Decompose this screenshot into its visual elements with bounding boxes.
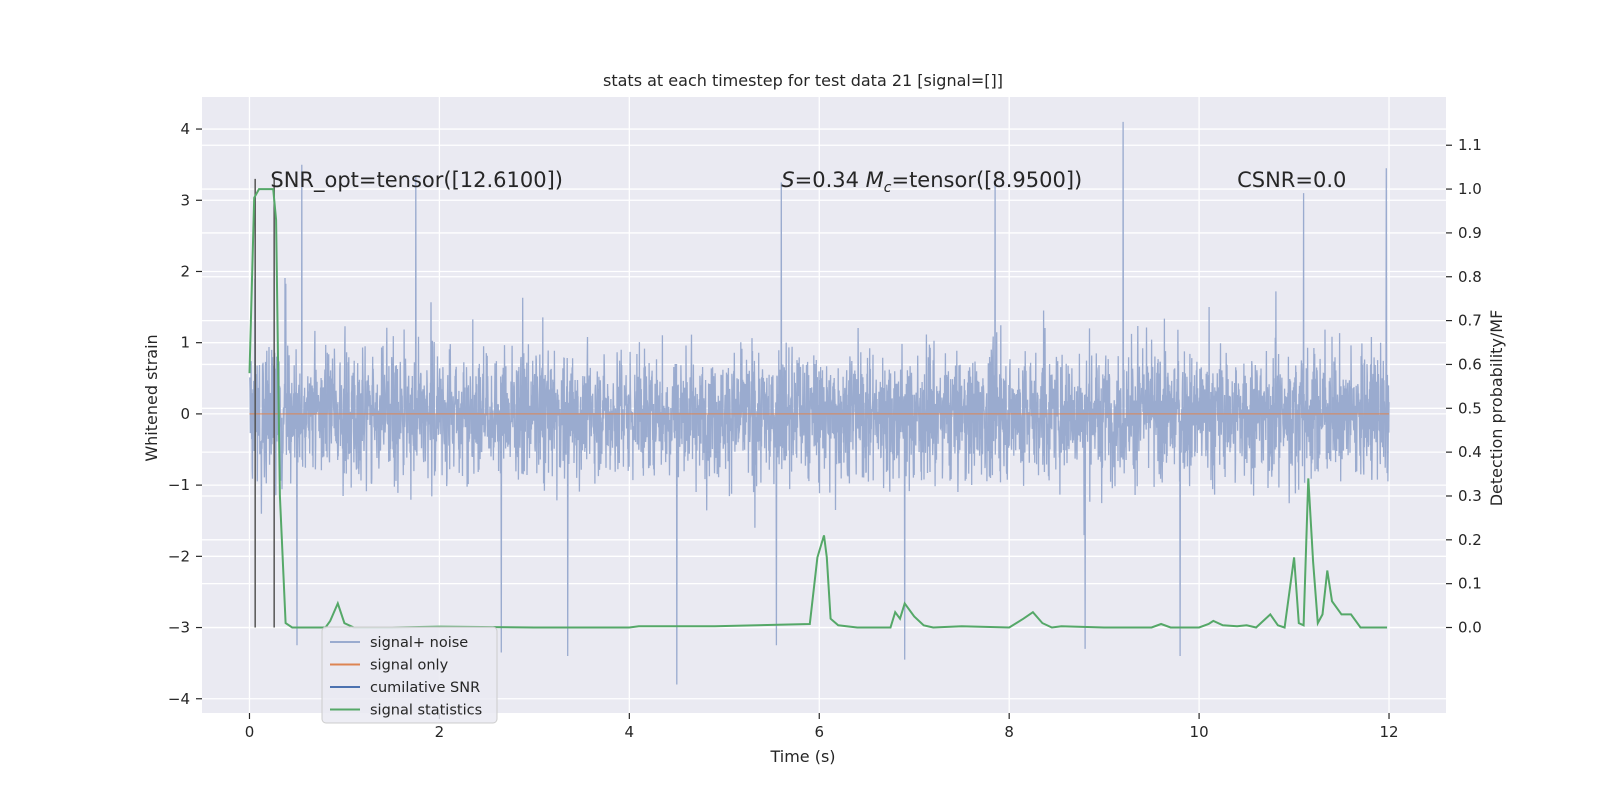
annotations: SNR_opt=tensor([12.6100]) S=0.34 Mc=tenso… [270, 168, 1346, 196]
y2-tick-label: 0.2 [1458, 531, 1482, 549]
y2-tick-label: 0.5 [1458, 399, 1482, 417]
y-tick-label: −4 [168, 690, 190, 708]
y-tick-label: −2 [168, 547, 190, 565]
y2-tick-label: 0.1 [1458, 575, 1482, 593]
x-tick-label: 2 [435, 723, 445, 741]
y2-tick-label: 0.6 [1458, 355, 1482, 373]
axes: 0 2 4 6 8 10 12−4−3−2−1012340.00.10.20.30.40.5… [168, 120, 1482, 741]
legend-label: cumilative SNR [370, 680, 480, 696]
legend-label: signal+ noise [370, 635, 468, 651]
x-tick-label: 10 [1190, 723, 1209, 741]
x-axis-label: Time (s) [769, 747, 835, 766]
legend-box [321, 626, 498, 724]
y-tick-label: 4 [180, 120, 190, 138]
annotation-text: S=0.34 Mc=tensor([8.9500]) [781, 168, 1082, 196]
x-tick-label: 6 [814, 723, 824, 741]
y-tick-label: 2 [180, 262, 190, 280]
legend-label: signal only [370, 658, 449, 674]
y2-tick-label: 0.0 [1458, 619, 1482, 637]
y2-tick-label: 0.4 [1458, 443, 1482, 461]
annotation-text: SNR_opt=tensor([12.6100]) [270, 168, 563, 193]
y-tick-label: 1 [180, 334, 190, 352]
series-signal-noise [248, 121, 1390, 685]
y2-tick-label: 0.7 [1458, 312, 1482, 330]
y-axis-label: Whitened strain [142, 334, 161, 461]
y2-tick-label: 1.1 [1458, 136, 1482, 154]
legend-label: signal statistics [370, 703, 482, 719]
annotation-text: CSNR=0.0 [1237, 168, 1346, 192]
y2-tick-label: 1.0 [1458, 180, 1482, 198]
y-tick-label: 3 [180, 191, 190, 209]
legend: signal+ noise signal only cumilative SNR si… [321, 626, 498, 724]
y-tick-label: 0 [180, 405, 190, 423]
x-tick-label: 8 [1004, 723, 1014, 741]
x-tick-label: 12 [1379, 723, 1398, 741]
y-tick-label: −1 [168, 476, 190, 494]
series-layer [248, 121, 1390, 685]
y-tick-label: −3 [168, 619, 190, 637]
x-tick-label: 0 [245, 723, 255, 741]
y2-tick-label: 0.9 [1458, 224, 1482, 242]
y2-axis-label: Detection probability/MF [1487, 310, 1506, 507]
series-signal-statistics [248, 188, 1388, 629]
x-tick-label: 4 [625, 723, 635, 741]
y2-tick-label: 0.8 [1458, 268, 1482, 286]
chart-title: stats at each timestep for test data 21 … [603, 71, 1003, 90]
y2-tick-label: 0.3 [1458, 487, 1482, 505]
